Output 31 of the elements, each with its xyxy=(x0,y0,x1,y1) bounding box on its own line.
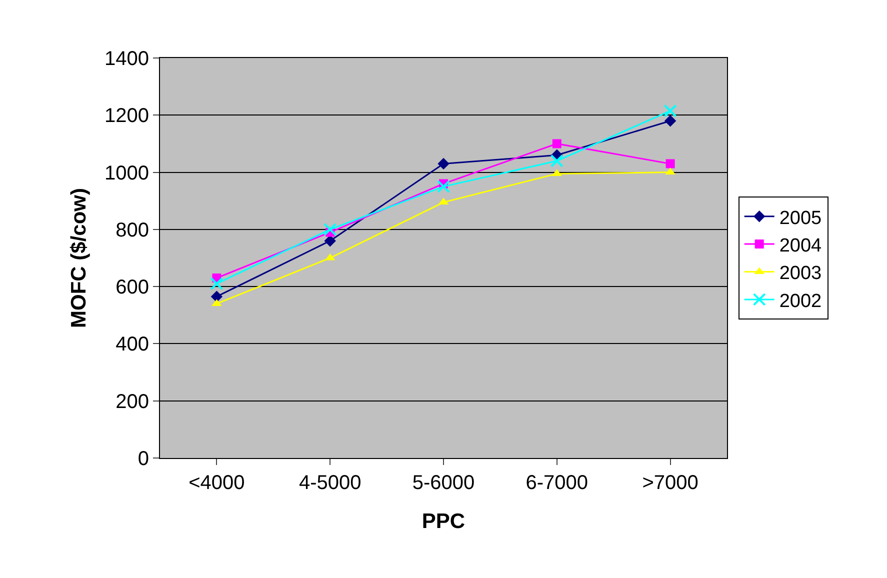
y-tick-label: 1200 xyxy=(104,105,149,128)
x-axis-title: PPC xyxy=(422,510,466,534)
legend-label: 2002 xyxy=(779,290,822,312)
y-tick-label: 1400 xyxy=(104,48,149,70)
point xyxy=(324,222,337,236)
x-tick-label: >7000 xyxy=(642,472,698,494)
point xyxy=(664,104,677,118)
x-tick-label: 5-6000 xyxy=(412,472,475,494)
point xyxy=(324,235,336,247)
legend-label: 2005 xyxy=(779,208,822,229)
x-tick-label: 6-7000 xyxy=(526,472,588,494)
point xyxy=(210,290,223,302)
point xyxy=(437,180,450,194)
y-tick-label: 800 xyxy=(116,219,149,242)
legend-label: 2004 xyxy=(779,235,822,256)
point xyxy=(210,277,224,290)
y-tick-label: 400 xyxy=(116,334,149,356)
legend-label: 2003 xyxy=(779,263,822,284)
y-axis-title: MOFC ($/cow) xyxy=(68,188,91,328)
point xyxy=(666,159,675,168)
y-tick-label: 600 xyxy=(116,276,149,299)
point xyxy=(438,158,450,170)
point xyxy=(552,139,562,148)
y-tick-label: 200 xyxy=(116,390,149,413)
y-tick-label: 0 xyxy=(138,448,149,470)
point xyxy=(550,154,564,168)
point xyxy=(664,115,676,127)
x-tick-label: 4-5000 xyxy=(298,472,362,494)
x-tick-label: <4000 xyxy=(188,472,245,494)
y-tick-label: 1000 xyxy=(104,162,149,184)
point xyxy=(665,168,676,175)
